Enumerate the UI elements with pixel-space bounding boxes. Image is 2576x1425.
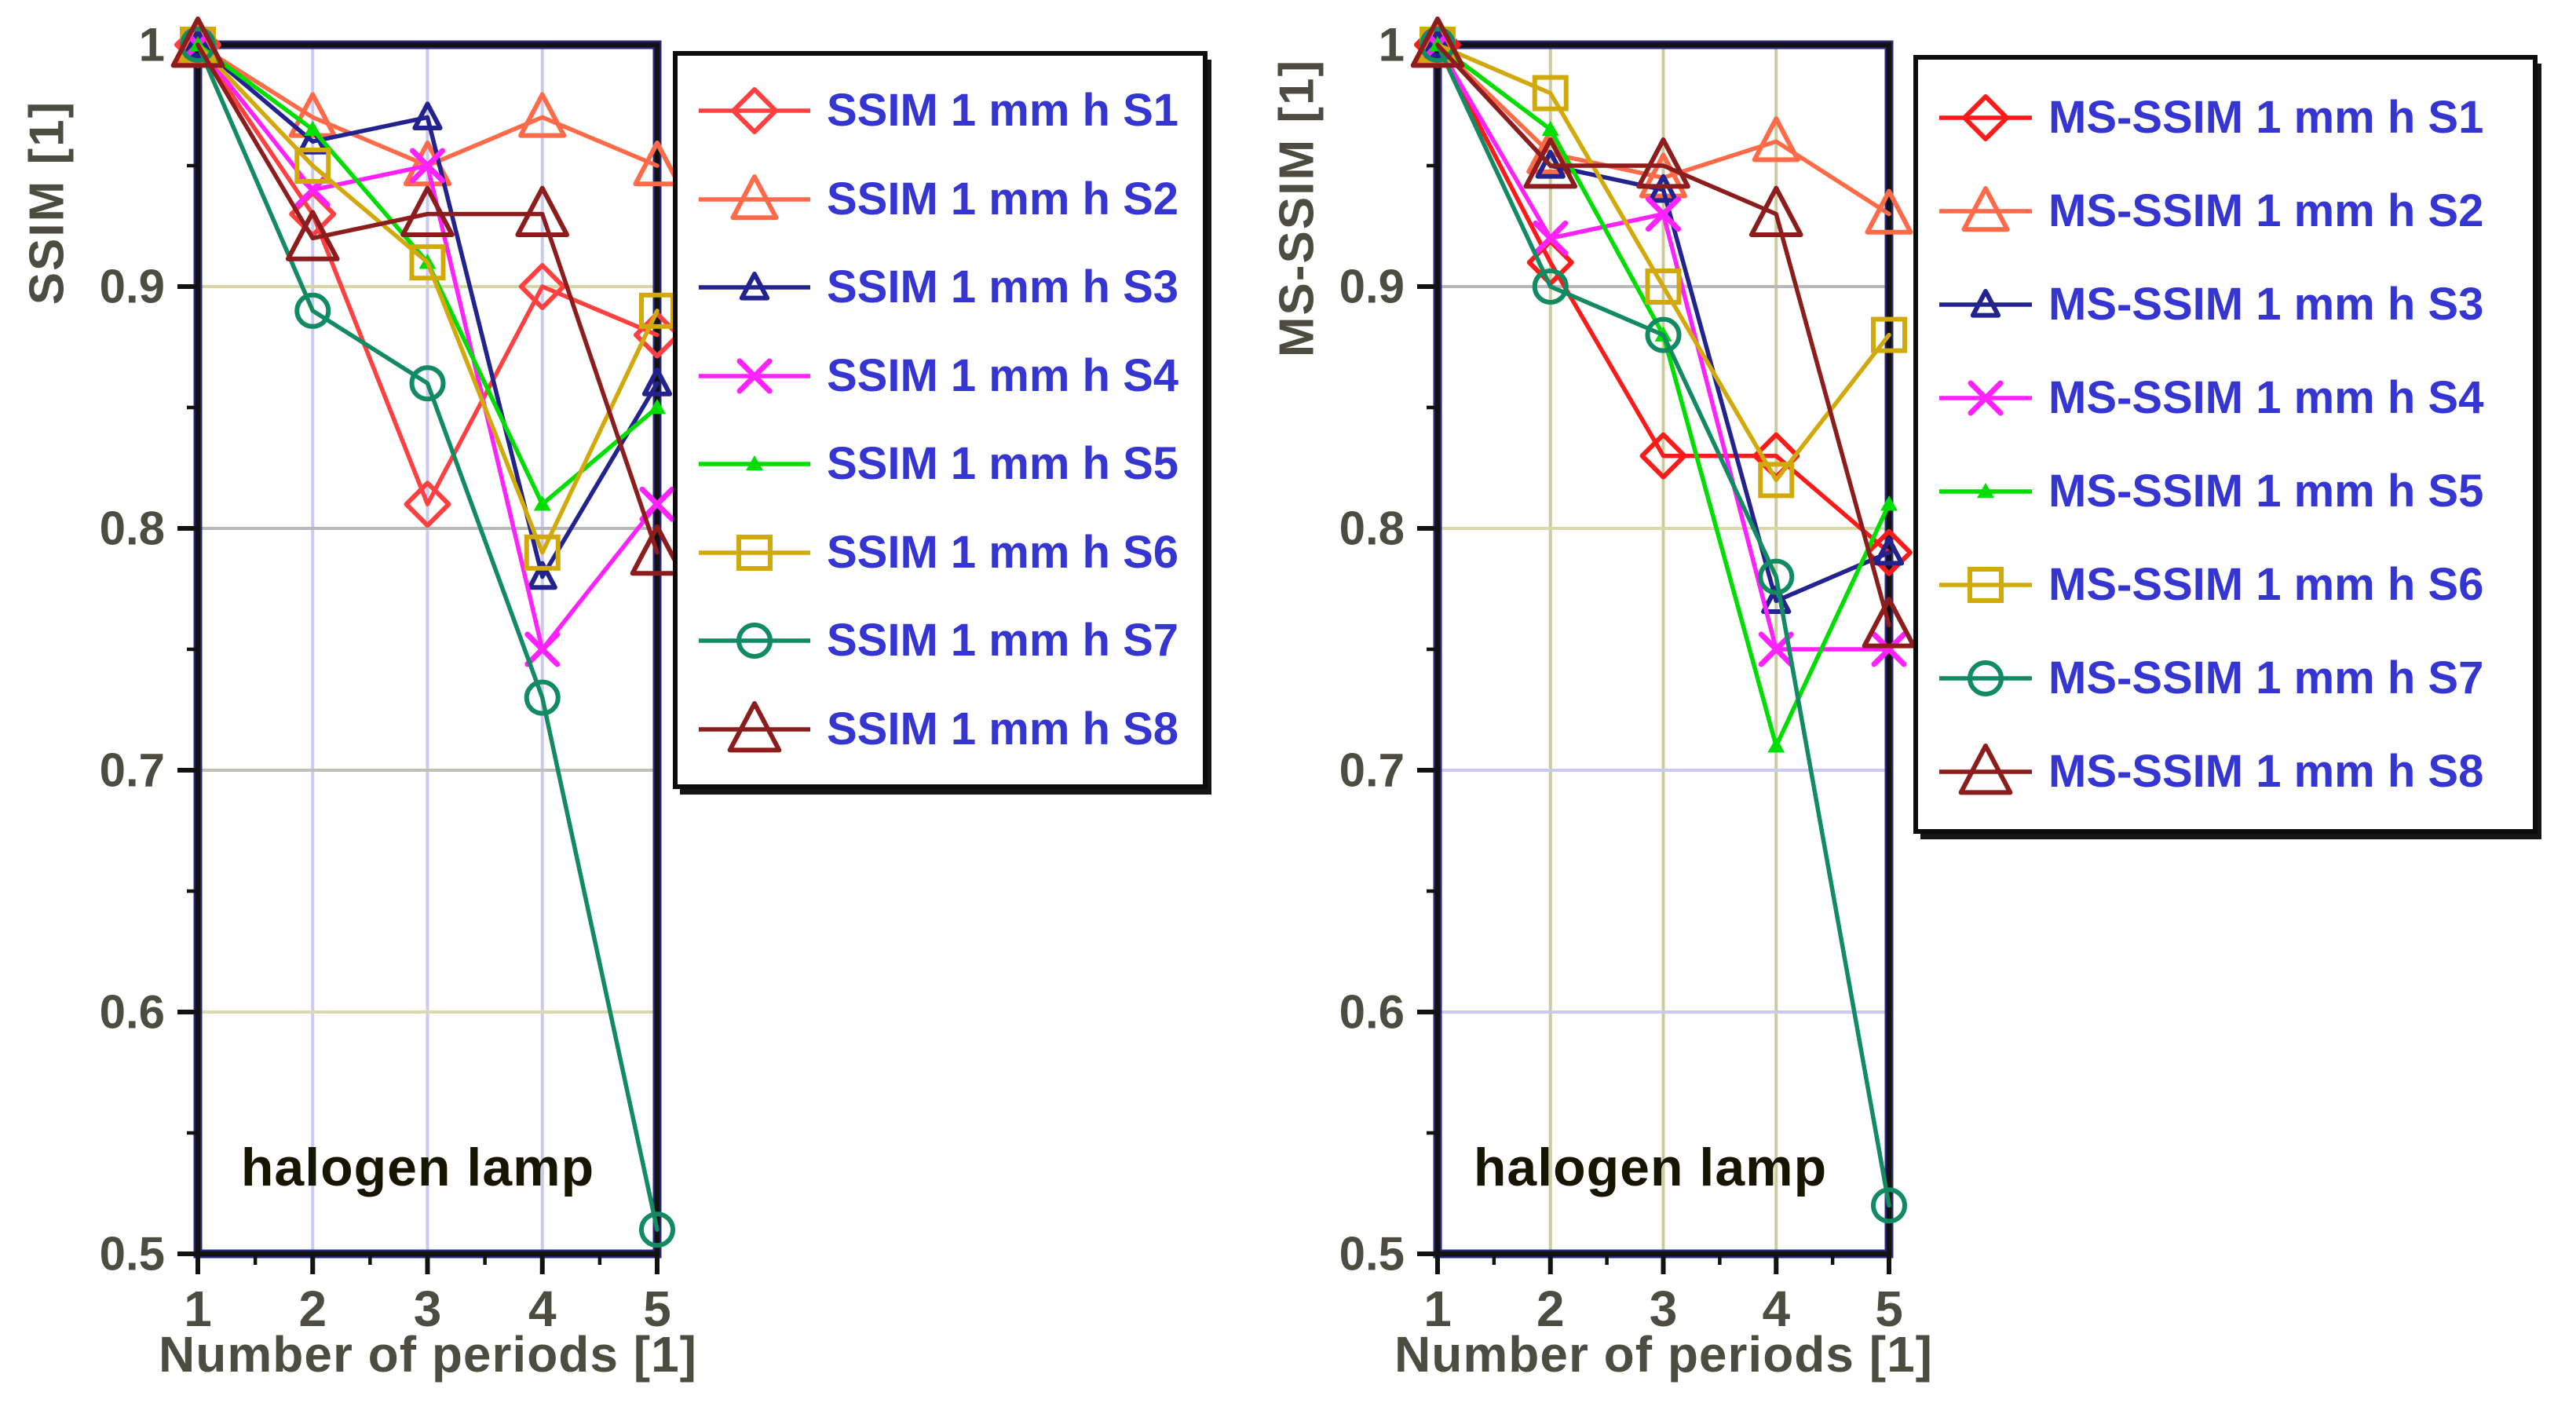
y-tick-label: 0.9 bbox=[1339, 261, 1405, 313]
triangle-small-marker-icon bbox=[1939, 288, 2032, 318]
legend-item-label: SSIM 1 mm h S7 bbox=[827, 615, 1179, 667]
tick-labels: 1 0.9 0.8 0.7 0.6 0.5 1 2 3 4 5 bbox=[100, 19, 671, 1338]
y-tick-label: 0.5 bbox=[100, 1228, 165, 1281]
legend-item-label: MS-SSIM 1 mm h S7 bbox=[2048, 652, 2484, 703]
legend-item: MS-SSIM 1 mm h S3 bbox=[1937, 280, 2522, 330]
y-tick-label: 0.8 bbox=[100, 502, 165, 555]
legend-item-label: MS-SSIM 1 mm h S1 bbox=[2048, 91, 2484, 143]
legend-item: SSIM 1 mm h S1 bbox=[696, 86, 1192, 136]
y-tick-label: 1 bbox=[1379, 19, 1405, 71]
legend-item: MS-SSIM 1 mm h S8 bbox=[1937, 743, 2522, 797]
legend-item: MS-SSIM 1 mm h S4 bbox=[1937, 373, 2522, 423]
legend-item-label: SSIM 1 mm h S4 bbox=[827, 349, 1179, 401]
legend-item: MS-SSIM 1 mm h S6 bbox=[1937, 560, 2522, 610]
ms-ssim-y-axis-label: MS-SSIM [1] bbox=[1270, 58, 1325, 358]
x-tick-label: 3 bbox=[1650, 1281, 1678, 1337]
triangle-marker-icon bbox=[699, 174, 810, 220]
legend-item-label: MS-SSIM 1 mm h S4 bbox=[2048, 371, 2484, 423]
gridlines bbox=[1438, 45, 1889, 1254]
triangle-large-marker-icon bbox=[699, 700, 810, 753]
x-marker-icon bbox=[1939, 380, 2032, 415]
axis-ticks bbox=[177, 42, 660, 1274]
legend-item-label: MS-SSIM 1 mm h S8 bbox=[2048, 745, 2484, 797]
x-tick-label: 2 bbox=[298, 1281, 327, 1337]
legend-item-label: SSIM 1 mm h S6 bbox=[827, 526, 1179, 578]
y-tick-label: 0.6 bbox=[1339, 986, 1405, 1039]
legend-item-label: MS-SSIM 1 mm h S5 bbox=[2048, 465, 2484, 517]
series-ssim-1-mm-h-s8 bbox=[170, 16, 685, 576]
series-group bbox=[170, 16, 685, 1248]
series-ms-ssim-1-mm-h-s8 bbox=[1410, 16, 1916, 649]
x-tick-label: 1 bbox=[1423, 1281, 1452, 1337]
square-marker-icon bbox=[699, 534, 810, 571]
x-tick-label: 4 bbox=[1762, 1281, 1790, 1337]
x-tick-label: 5 bbox=[1875, 1281, 1903, 1337]
series-group bbox=[1410, 16, 1916, 1224]
ssim-x-axis-label: Number of periods [1] bbox=[159, 1326, 697, 1383]
x-marker-icon bbox=[699, 358, 810, 394]
legend-item-label: MS-SSIM 1 mm h S3 bbox=[2048, 278, 2484, 330]
ms-ssim-plot-area: 1 0.9 0.8 0.7 0.6 0.5 1 2 3 4 5 bbox=[1339, 16, 1916, 1337]
triangle-marker-icon bbox=[1939, 185, 2032, 232]
ms-ssim-annotation: halogen lamp bbox=[1473, 1138, 1828, 1197]
tick-marker-icon bbox=[1939, 482, 2032, 498]
legend-item-label: SSIM 1 mm h S8 bbox=[827, 703, 1179, 755]
gridlines bbox=[198, 45, 657, 1254]
legend-item: SSIM 1 mm h S4 bbox=[696, 351, 1192, 401]
ssim-plot-area: 1 0.9 0.8 0.7 0.6 0.5 1 2 3 4 5 bbox=[100, 16, 685, 1337]
legend-item: MS-SSIM 1 mm h S7 bbox=[1937, 653, 2522, 703]
x-tick-label: 1 bbox=[184, 1281, 212, 1337]
y-tick-label: 0.7 bbox=[100, 744, 165, 797]
legend-item: MS-SSIM 1 mm h S5 bbox=[1937, 466, 2522, 517]
triangle-small-marker-icon bbox=[699, 272, 810, 301]
diamond-marker-icon bbox=[699, 87, 810, 135]
axis-ticks bbox=[1417, 42, 1891, 1274]
legend-item-label: SSIM 1 mm h S3 bbox=[827, 261, 1179, 313]
diamond-marker-icon bbox=[1939, 93, 2032, 141]
legend-item-label: MS-SSIM 1 mm h S6 bbox=[2048, 558, 2484, 610]
legend-item: SSIM 1 mm h S2 bbox=[696, 174, 1192, 225]
circle-marker-icon bbox=[1939, 660, 2032, 696]
ssim-annotation: halogen lamp bbox=[240, 1138, 595, 1197]
x-tick-label: 5 bbox=[643, 1281, 671, 1337]
y-tick-label: 0.6 bbox=[100, 986, 165, 1039]
legend-item: SSIM 1 mm h S5 bbox=[696, 439, 1192, 489]
legend-item-label: SSIM 1 mm h S2 bbox=[827, 173, 1179, 225]
tick-labels: 1 0.9 0.8 0.7 0.6 0.5 1 2 3 4 5 bbox=[1339, 19, 1903, 1338]
y-tick-label: 0.9 bbox=[100, 261, 165, 313]
legend-item-label: SSIM 1 mm h S1 bbox=[827, 85, 1179, 137]
y-tick-label: 0.7 bbox=[1339, 744, 1405, 797]
y-tick-label: 0.8 bbox=[1339, 502, 1405, 555]
ssim-y-axis-label: SSIM [1] bbox=[20, 100, 75, 305]
legend-item: SSIM 1 mm h S3 bbox=[696, 262, 1192, 312]
square-marker-icon bbox=[1939, 566, 2032, 603]
y-tick-label: 0.5 bbox=[1339, 1228, 1405, 1281]
circle-marker-icon bbox=[699, 623, 810, 660]
legend-item: SSIM 1 mm h S6 bbox=[696, 528, 1192, 578]
legend-item: MS-SSIM 1 mm h S2 bbox=[1937, 185, 2522, 236]
legend-item-label: SSIM 1 mm h S5 bbox=[827, 438, 1179, 490]
legend-item: MS-SSIM 1 mm h S1 bbox=[1937, 93, 2522, 143]
legend-item: SSIM 1 mm h S8 bbox=[696, 700, 1192, 755]
series-ssim-1-mm-h-s7 bbox=[180, 27, 675, 1248]
ssim-legend: SSIM 1 mm h S1 SSIM 1 mm h S2 SSIM 1 mm h … bbox=[673, 51, 1208, 789]
ms-ssim-x-axis-label: Number of periods [1] bbox=[1394, 1326, 1933, 1383]
triangle-large-marker-icon bbox=[1939, 743, 2032, 795]
x-tick-label: 3 bbox=[414, 1281, 442, 1337]
ms-ssim-legend: MS-SSIM 1 mm h S1 MS-SSIM 1 mm h S2 MS-SSI… bbox=[1913, 55, 2538, 834]
y-tick-label: 1 bbox=[139, 19, 165, 71]
tick-marker-icon bbox=[699, 455, 810, 471]
x-tick-label: 4 bbox=[528, 1281, 557, 1337]
x-tick-label: 2 bbox=[1536, 1281, 1565, 1337]
legend-item-label: MS-SSIM 1 mm h S2 bbox=[2048, 185, 2484, 236]
legend-item: SSIM 1 mm h S7 bbox=[696, 616, 1192, 666]
